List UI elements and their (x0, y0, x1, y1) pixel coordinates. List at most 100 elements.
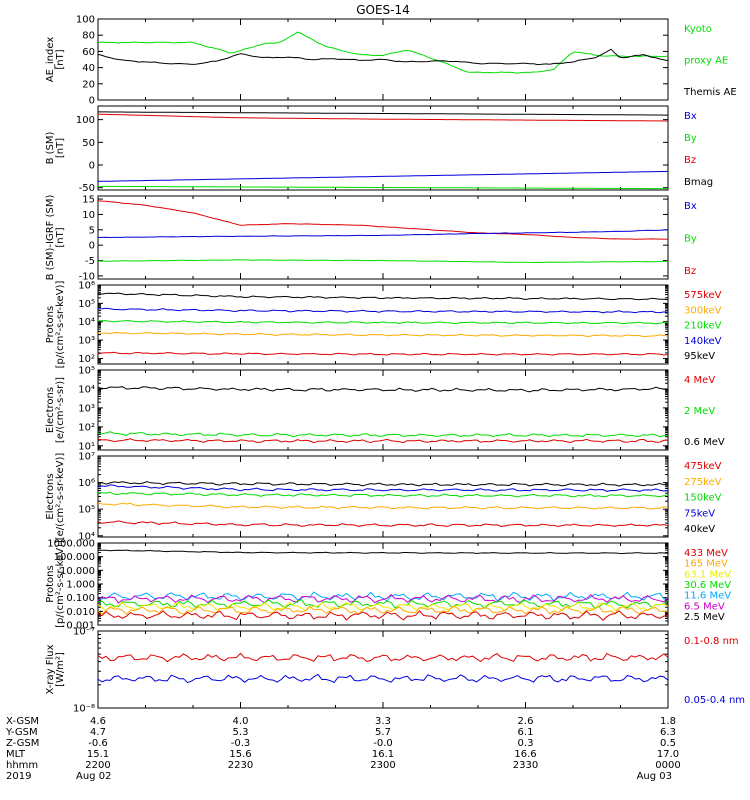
series-group (98, 292, 668, 356)
panel-frame (97, 105, 669, 191)
ephemeris-row-label: 2019 (6, 771, 31, 782)
series-group (98, 200, 668, 264)
y-tick-label: 60 (82, 47, 95, 58)
series-line-140kev (98, 307, 668, 314)
y-tick-label: 1.000 (66, 580, 95, 591)
legend-entry: By (684, 234, 697, 245)
series-line-by (98, 259, 668, 264)
legend-entry: 0.6 MeV (684, 437, 725, 448)
ephemeris-row-label: hhmm (6, 760, 38, 771)
ephemeris-value: 0000 (655, 760, 680, 771)
ephemeris-value: -0.3 (231, 738, 251, 749)
ephemeris-value: 3.3 (375, 716, 391, 727)
legend-entry: 433 MeV (684, 548, 728, 559)
series-line-275kev (98, 502, 668, 510)
ephemeris-value: Aug 02 (76, 771, 111, 782)
y-tick-label: 10⁴ (78, 384, 95, 395)
series-line-by (98, 185, 668, 190)
ephemeris-value: 2200 (85, 760, 110, 771)
panel-protons_low: 10² 10³ 10⁴ 10⁵ 10⁶ Protons [p/(cm²-s-sr-keV)]… (45, 281, 722, 369)
y-tick-label: 10³ (78, 336, 95, 347)
series-group (98, 386, 668, 444)
y-tick-label: 10² (78, 422, 95, 433)
legend-entry: Bmag (684, 177, 713, 188)
series-group (98, 481, 668, 528)
panel-electrons_mev: 10¹ 10² 10³ 10⁴ 10⁵ Electrons [e/(cm²-s-sr)] 4 … (45, 366, 725, 453)
legend-entry: By (684, 133, 697, 144)
legend-entry: 300keV (684, 305, 722, 316)
y-axis-label: [e/(cm²-s-sr)] (55, 377, 66, 443)
ephemeris-value: 4.7 (90, 727, 106, 738)
legend-entry: 11.6 MeV (684, 591, 731, 602)
y-tick-label: 40 (82, 63, 95, 74)
y-tick-label: 0.010 (66, 607, 95, 618)
y-tick-label: 1000.000 (47, 539, 95, 550)
ephemeris-value: 16.1 (372, 749, 394, 760)
y-axis-label: Electrons (45, 473, 56, 519)
panel-electrons_kev: 10⁴ 10⁵ 10⁶ 10⁷ Electrons [e/(cm²-s-sr-keV)] 4… (45, 452, 722, 543)
ephemeris-value: 0.5 (660, 738, 676, 749)
y-tick-label: 0.100 (66, 593, 95, 604)
y-axis-label: [p/(cm²-s-sr-keV)] (55, 281, 66, 369)
y-tick-label: 10⁵ (78, 366, 95, 377)
y-tick-label: 15 (82, 195, 95, 206)
y-axis-label: [e/(cm²-s-sr-keV)] (55, 453, 66, 541)
legend-entry: Bz (684, 155, 696, 166)
panel-bdiff: -10 -5 0 5 10 15 B (SM)-IGRF (SM) [nT] Bx By Bz (45, 195, 697, 283)
y-tick-label: -5 (85, 256, 95, 267)
ephemeris-value: 4.6 (90, 716, 106, 727)
legend-entry: 2.5 MeV (684, 612, 725, 623)
ephemeris-row-label: Y-GSM (5, 727, 38, 738)
y-tick-label: 10⁴ (78, 531, 95, 542)
ephemeris-value: -0.0 (373, 738, 393, 749)
y-tick-label: -50 (79, 183, 95, 194)
series-line-433-mev (98, 610, 668, 621)
series-line-95kev (98, 292, 668, 301)
legend-entry: 275keV (684, 477, 722, 488)
y-axis-label: [nT] (55, 49, 66, 69)
y-axis-label: Protons (45, 565, 56, 602)
y-axis-label: AE_index (45, 37, 56, 83)
series-group (98, 111, 668, 190)
legend-entry: 165 MeV (684, 559, 728, 570)
series-line-bmag (98, 111, 668, 116)
panel-frame (97, 630, 669, 709)
series-line-2-mev (98, 431, 668, 438)
legend-entry: Themis AE (683, 87, 737, 98)
ephemeris-value: 5.7 (375, 727, 391, 738)
y-tick-label: 20 (82, 79, 95, 90)
legend-entry: 0.1-0.8 nm (684, 636, 739, 647)
ephemeris-value: 4.0 (233, 716, 249, 727)
y-tick-label: 10² (78, 354, 95, 365)
panel-frame (97, 284, 669, 365)
y-tick-label: -10 (79, 271, 95, 282)
y-tick-label: 0.001 (66, 621, 95, 632)
ephemeris-value: 15.1 (87, 749, 109, 760)
legend-entry: 6.5 MeV (684, 601, 725, 612)
series-line-75kev (98, 484, 668, 492)
ephemeris-value: 2330 (513, 760, 538, 771)
y-tick-label: 10⁵ (78, 299, 95, 310)
series-line-bx (98, 229, 668, 239)
y-axis-label: [nT] (55, 138, 66, 158)
series-line-4-mev (98, 438, 668, 444)
series-line-2-5-mev (98, 549, 668, 555)
legend-entry: 575keV (684, 290, 722, 301)
panel-xray: 10⁻⁸ 10⁻⁷ X-ray Flux [W/m²] 0.1-0.8 nm 0.05-0… (45, 627, 745, 715)
y-tick-label: 10⁻⁷ (73, 627, 95, 638)
ephemeris-row-label: MLT (6, 749, 26, 760)
legend-entry: 475keV (684, 461, 722, 472)
ephemeris-value: 5.3 (233, 727, 249, 738)
y-tick-label: 10⁻⁸ (73, 704, 95, 715)
ephemeris-value: 16.6 (514, 749, 536, 760)
y-tick-label: 10³ (78, 403, 95, 414)
ephemeris-value: 6.3 (660, 727, 676, 738)
ephemeris-value: 0.3 (518, 738, 534, 749)
y-tick-label: 10⁷ (78, 452, 95, 463)
panel-frame (97, 369, 669, 451)
series-line-475kev (98, 520, 668, 528)
y-tick-label: 0 (89, 96, 95, 107)
y-tick-label: 0 (89, 241, 95, 252)
